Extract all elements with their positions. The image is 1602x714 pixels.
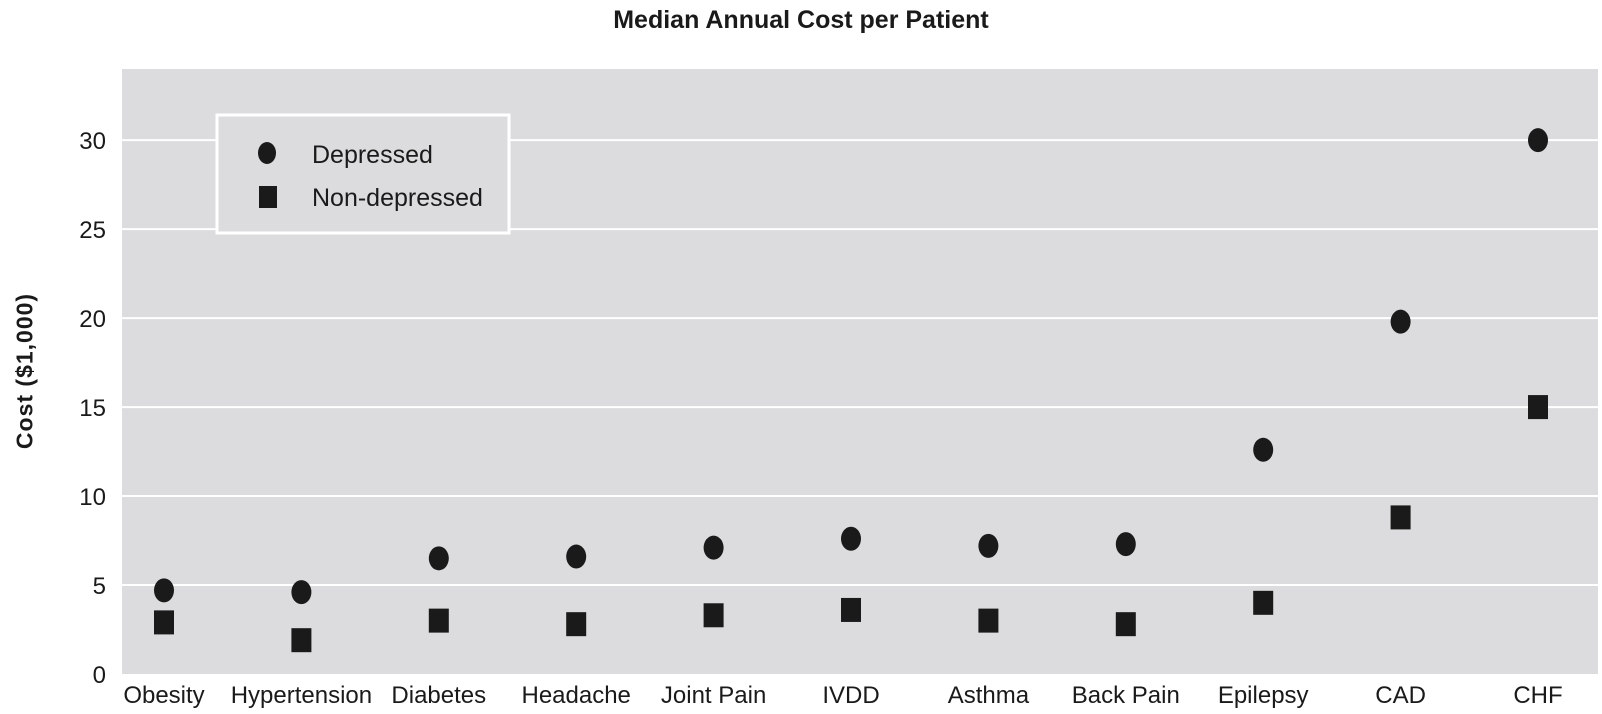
- y-tick-label: 0: [93, 662, 106, 689]
- y-tick-label: 15: [79, 395, 106, 422]
- non-depressed-point: [978, 608, 999, 633]
- non-depressed-point: [703, 603, 724, 628]
- x-tick-label: Obesity: [123, 682, 204, 709]
- x-tick-label: IVDD: [822, 682, 879, 709]
- legend-label-depressed: Depressed: [312, 141, 433, 169]
- x-tick-label: CAD: [1375, 682, 1426, 709]
- depressed-point: [428, 546, 449, 571]
- legend-circle-marker: [258, 142, 276, 164]
- depressed-point: [978, 533, 999, 558]
- non-depressed-point: [1253, 590, 1274, 615]
- y-tick-label: 25: [79, 217, 106, 244]
- non-depressed-point: [154, 610, 174, 635]
- non-depressed-point: [566, 612, 587, 637]
- non-depressed-point: [291, 628, 312, 653]
- x-tick-label: Epilepsy: [1218, 682, 1309, 709]
- x-tick-label: Hypertension: [231, 682, 372, 709]
- depressed-point: [566, 544, 587, 569]
- y-tick-label: 20: [79, 306, 106, 333]
- depressed-point: [703, 535, 724, 560]
- depressed-point: [154, 578, 174, 603]
- y-tick-label: 10: [79, 484, 106, 511]
- non-depressed-point: [1528, 395, 1548, 420]
- x-tick-label: Diabetes: [391, 682, 486, 709]
- depressed-point: [841, 526, 861, 551]
- non-depressed-point: [841, 597, 861, 622]
- x-tick-label: Asthma: [948, 682, 1030, 709]
- x-tick-label: Joint Pain: [661, 682, 766, 709]
- depressed-point: [1528, 128, 1548, 153]
- x-tick-label: CHF: [1513, 682, 1562, 709]
- depressed-point: [1115, 532, 1136, 557]
- non-depressed-point: [1115, 612, 1136, 637]
- chart-title: Median Annual Cost per Patient: [613, 6, 989, 34]
- legend-square-marker: [259, 186, 277, 208]
- depressed-point: [291, 580, 312, 605]
- non-depressed-point: [428, 608, 449, 633]
- legend-box: [215, 113, 511, 235]
- y-tick-label: 30: [79, 128, 106, 155]
- x-tick-label: Back Pain: [1072, 682, 1180, 709]
- y-tick-label: 5: [93, 573, 106, 600]
- depressed-point: [1253, 437, 1274, 462]
- x-tick-label: Headache: [521, 682, 630, 709]
- legend-label-non-depressed: Non-depressed: [312, 184, 483, 212]
- depressed-point: [1390, 309, 1411, 334]
- non-depressed-point: [1390, 505, 1411, 530]
